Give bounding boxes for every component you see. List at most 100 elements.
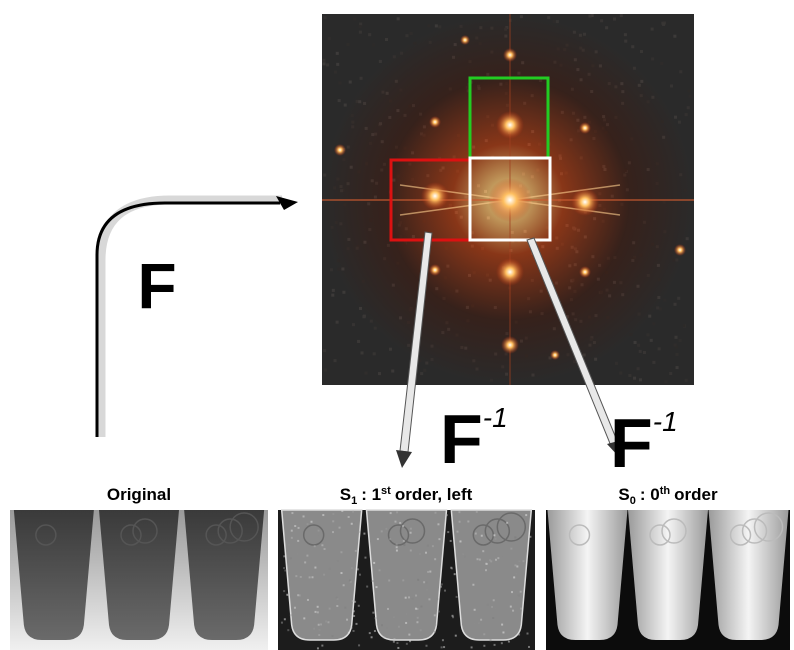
noise (501, 642, 503, 644)
noise (462, 553, 464, 555)
noise (440, 586, 442, 588)
noise (364, 557, 366, 559)
noise (307, 523, 309, 525)
noise (303, 617, 305, 619)
noise (304, 561, 306, 563)
noise (454, 573, 456, 575)
noise (420, 629, 422, 631)
noise (348, 516, 350, 518)
noise (299, 594, 301, 596)
noise (394, 521, 396, 523)
noise (297, 540, 299, 542)
noise (476, 511, 478, 513)
noise (518, 633, 520, 635)
noise (434, 624, 436, 626)
noise (322, 514, 324, 516)
noise (284, 570, 286, 572)
noise (410, 532, 412, 534)
noise (317, 534, 319, 536)
noise (450, 567, 452, 569)
noise (331, 635, 333, 637)
noise (406, 643, 408, 645)
noise (377, 538, 379, 540)
noise (528, 646, 530, 648)
noise (529, 536, 531, 538)
noise (315, 611, 317, 613)
noise (355, 550, 357, 552)
noise (447, 531, 449, 533)
noise (294, 607, 296, 609)
noise (490, 560, 492, 562)
noise (441, 533, 443, 535)
noise (427, 545, 429, 547)
noise (341, 510, 343, 512)
noise (434, 614, 436, 616)
noise (348, 632, 350, 634)
noise (375, 586, 377, 588)
noise (403, 540, 405, 542)
noise (458, 511, 460, 513)
noise (303, 515, 305, 517)
noise (388, 580, 390, 582)
noise (501, 555, 503, 557)
noise (446, 514, 448, 516)
noise (339, 527, 341, 529)
noise (284, 618, 286, 620)
noise (459, 521, 461, 523)
noise (506, 522, 508, 524)
noise (495, 559, 497, 561)
noise (408, 634, 410, 636)
noise (513, 576, 515, 578)
noise (353, 630, 355, 632)
noise (318, 530, 320, 532)
noise (317, 611, 319, 613)
noise (493, 599, 495, 601)
noise (452, 616, 454, 618)
noise (371, 636, 373, 638)
noise (525, 514, 527, 516)
noise (396, 550, 398, 552)
noise (438, 538, 440, 540)
noise (309, 576, 311, 578)
noise (428, 598, 430, 600)
noise (502, 631, 504, 633)
noise (497, 557, 499, 559)
noise (398, 626, 400, 628)
noise (357, 568, 359, 570)
panel-title: Original (107, 485, 171, 504)
noise (457, 531, 459, 533)
noise (406, 613, 408, 615)
noise (313, 628, 315, 630)
noise (329, 608, 331, 610)
noise (485, 563, 487, 565)
noise (296, 553, 298, 555)
noise (459, 540, 461, 542)
noise (351, 627, 353, 629)
fft-image (322, 14, 694, 385)
noise (490, 639, 492, 641)
noise (354, 601, 356, 603)
noise (522, 560, 524, 562)
noise (514, 536, 516, 538)
noise (419, 553, 421, 555)
noise (336, 605, 338, 607)
noise (464, 556, 466, 558)
noise (358, 605, 360, 607)
noise (399, 522, 401, 524)
noise (396, 543, 398, 545)
noise (444, 590, 446, 592)
noise (479, 559, 481, 561)
noise (283, 555, 285, 557)
s1-image (278, 510, 535, 650)
noise (372, 612, 374, 614)
noise (424, 521, 426, 523)
noise (396, 511, 398, 513)
noise (396, 642, 398, 644)
noise (417, 579, 419, 581)
noise (518, 560, 520, 562)
noise (387, 608, 389, 610)
noise (427, 571, 429, 573)
noise (314, 545, 316, 547)
noise (480, 619, 482, 621)
noise (381, 530, 383, 532)
